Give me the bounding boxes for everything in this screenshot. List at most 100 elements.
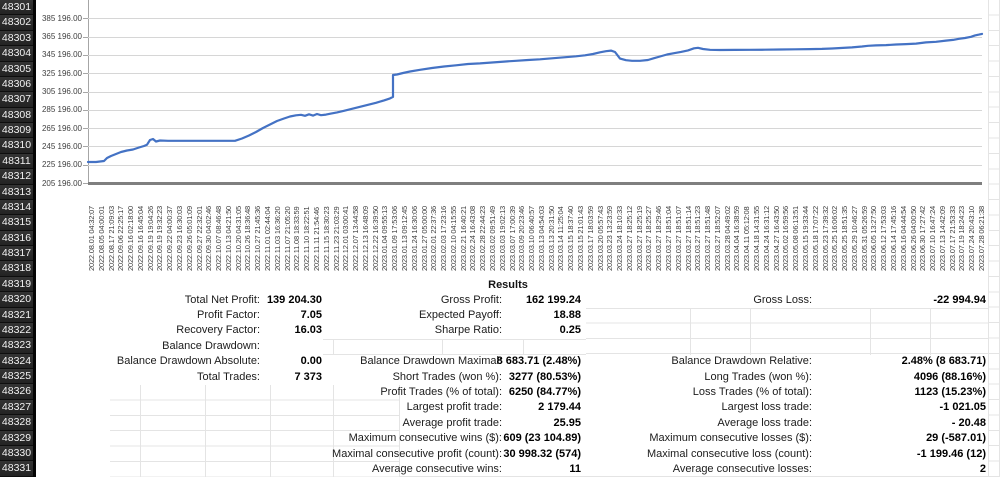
- row-header-cell[interactable]: 48309: [0, 123, 33, 138]
- sheet-gridlines: [586, 308, 988, 355]
- result-label: Expected Payoff:: [419, 309, 502, 322]
- x-tick-label: 2023.04.24 16:31:12: [761, 205, 771, 271]
- row-header-cell[interactable]: 48301: [0, 0, 33, 15]
- row-header-cell[interactable]: 48331: [0, 461, 33, 476]
- x-tick-label: 2023.02.10 04:15:55: [448, 205, 458, 271]
- result-value: 18.88: [553, 309, 581, 322]
- sheet-gridline: [323, 338, 586, 340]
- chart-gridline: [88, 164, 982, 166]
- row-header-cell[interactable]: 48319: [0, 276, 33, 292]
- x-tick-label: 2023.07.24 20:43:10: [967, 205, 977, 271]
- sheet-gridline: [140, 384, 141, 477]
- x-tick-label: 2023.06.05 13:27:50: [869, 205, 879, 271]
- row-header-cell[interactable]: 48324: [0, 353, 33, 368]
- y-tick-label: 205 196.00: [41, 178, 82, 188]
- result-value: 25.95: [553, 416, 581, 429]
- row-header-cell[interactable]: 48315: [0, 215, 33, 230]
- row-header-cell[interactable]: 48302: [0, 15, 33, 30]
- row-header-cell[interactable]: 48307: [0, 92, 33, 107]
- result-value: 3277 (80.53%): [508, 370, 581, 383]
- x-tick-label: 2023.03.09 20:23:46: [517, 205, 527, 271]
- x-tick-label: 2022.11.15 18:30:23: [321, 206, 331, 271]
- x-tick-label: 2023.05.23 17:39:32: [820, 205, 830, 271]
- sheet-gridlines: [988, 0, 1000, 477]
- result-label: Loss Trades (% of total):: [692, 386, 812, 398]
- result-value: 2 179.44: [538, 401, 581, 414]
- result-label: Total Trades:: [197, 370, 260, 383]
- chart-gridline: [88, 109, 982, 111]
- x-tick-label: 2023.05.29 10:46:27: [849, 205, 859, 271]
- row-header-cell[interactable]: 48323: [0, 338, 33, 353]
- row-header-cell[interactable]: 48330: [0, 445, 33, 461]
- sheet-gridline: [930, 308, 931, 355]
- x-tick-label: 2023.06.16 04:44:54: [898, 205, 908, 271]
- result-value: -1 021.05: [939, 401, 986, 414]
- chart-gridline: [88, 128, 982, 130]
- x-tick-label: 2022.12.01 03:00:41: [341, 205, 351, 271]
- row-header-cell[interactable]: 48305: [0, 61, 33, 76]
- row-header-cell[interactable]: 48314: [0, 199, 33, 215]
- row-header-cell[interactable]: 48328: [0, 415, 33, 430]
- row-header-cell[interactable]: 48329: [0, 430, 33, 445]
- x-tick-label: 2023.03.14 11:25:04: [556, 206, 566, 271]
- result-value: 6250 (84.77%): [508, 386, 581, 398]
- row-header-cell[interactable]: 48322: [0, 322, 33, 338]
- y-tick-mark: [83, 36, 88, 38]
- y-tick-mark: [83, 164, 88, 166]
- result-label: Long Trades (won %):: [704, 370, 812, 383]
- sheet-gridline: [333, 384, 334, 477]
- result-label: Largest loss trade:: [721, 401, 813, 414]
- sheet-gridline: [323, 354, 586, 356]
- result-value: 162 199.24: [525, 293, 581, 306]
- row-header-cell[interactable]: 48321: [0, 307, 33, 322]
- result-value: 0.25: [559, 324, 581, 337]
- result-label: Sharpe Ratio:: [434, 324, 502, 337]
- x-tick-label: 2022.12.07 13:44:58: [351, 205, 361, 271]
- x-tick-label: 2023.02.24 16:43:08: [468, 205, 478, 271]
- y-tick-label: 365 196.00: [41, 32, 82, 42]
- row-header-cell[interactable]: 48303: [0, 30, 33, 46]
- x-tick-label: 2023.04.18 14:31:55: [752, 205, 762, 271]
- x-tick-label: 2023.03.27 18:25:12: [624, 205, 634, 271]
- x-tick-label: 2023.05.18 17:07:22: [810, 205, 820, 271]
- row-header-cell[interactable]: 48304: [0, 46, 33, 61]
- sheet-gridline: [205, 384, 206, 477]
- row-header-cell[interactable]: 48310: [0, 138, 33, 153]
- balance-chart[interactable]: 385 196.00 365 196.00 345 196.00 325 196.00…: [36, 0, 990, 277]
- x-tick-label: 2022.11.10 18:22:51: [302, 206, 312, 271]
- row-header-cell[interactable]: 48317: [0, 246, 33, 261]
- x-tick-label: 2022.11.23 21:03:29: [331, 206, 341, 271]
- sheet-gridline: [399, 384, 400, 477]
- y-tick-mark: [83, 128, 88, 130]
- x-tick-label: 2022.10.13 04:21:50: [223, 205, 233, 271]
- row-header-cell[interactable]: 48313: [0, 184, 33, 199]
- row-header-cell[interactable]: 48326: [0, 384, 33, 399]
- x-tick-label: 2023.03.27 18:29:46: [654, 205, 664, 271]
- row-header-cell[interactable]: 48308: [0, 107, 33, 122]
- sheet-gridlines: [110, 384, 400, 477]
- row-header-cell[interactable]: 48318: [0, 261, 33, 276]
- x-tick-label: 2023.03.15 18:37:40: [566, 205, 576, 271]
- x-tick-label: 2023.01.04 09:55:13: [380, 205, 390, 271]
- x-tick-label: 2022.09.16 16:45:04: [135, 205, 145, 271]
- result-value: 11: [569, 462, 581, 475]
- row-header-cell[interactable]: 48312: [0, 169, 33, 184]
- y-tick-label: 225 196.00: [41, 160, 82, 170]
- sheet-gridline: [270, 384, 271, 477]
- result-value: 139 204.30: [266, 293, 322, 306]
- row-header-cell[interactable]: 48311: [0, 153, 33, 169]
- row-header-cell[interactable]: 48306: [0, 76, 33, 92]
- row-header-cell[interactable]: 48327: [0, 399, 33, 415]
- row-header-cell[interactable]: 48316: [0, 230, 33, 245]
- result-value: 1123 (15.23%): [914, 386, 986, 398]
- result-value: -22 994.94: [933, 293, 986, 306]
- x-tick-label: 2023.03.10 06:40:57: [527, 205, 537, 271]
- x-tick-label: 2022.12.13 16:48:09: [360, 205, 370, 271]
- row-header-cell[interactable]: 48325: [0, 369, 33, 384]
- row-header-cell[interactable]: 48320: [0, 292, 33, 307]
- x-tick-label: 2022.08.01 04:32:07: [87, 205, 96, 271]
- result-value: -1 199.46 (12): [916, 447, 986, 460]
- x-tick-label: 2023.03.27 18:51:48: [703, 205, 713, 271]
- x-tick-label: 2023.03.24 18:10:33: [615, 205, 625, 271]
